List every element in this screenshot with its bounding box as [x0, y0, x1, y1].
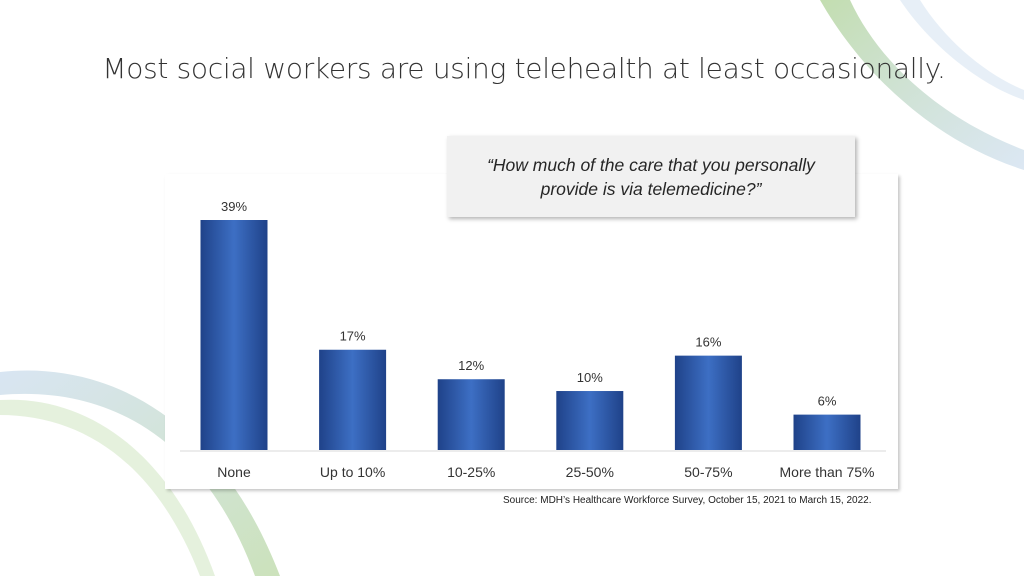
chart-frame [165, 174, 898, 489]
survey-question-box: “How much of the care that you personall… [447, 136, 855, 217]
survey-question-text: “How much of the care that you personall… [487, 154, 815, 199]
source-note: Source: MDH’s Healthcare Workforce Surve… [503, 495, 872, 506]
data-label-0: 39% [221, 199, 247, 214]
category-label-1: Up to 10% [320, 464, 385, 480]
data-label-4: 16% [695, 335, 721, 350]
category-label-5: More than 75% [780, 464, 875, 480]
bar-0 [200, 220, 268, 450]
data-label-2: 12% [458, 358, 484, 373]
category-label-3: 25-50% [566, 464, 614, 480]
category-label-0: None [217, 464, 251, 480]
slide-title: Most social workers are using telehealth… [102, 52, 946, 85]
bar-2 [437, 379, 505, 450]
bar-4 [674, 355, 742, 450]
decorative-arc-bottom-left [0, 370, 280, 576]
category-label-2: 10-25% [447, 464, 495, 480]
data-label-1: 17% [340, 329, 366, 344]
decorative-arc-top-right [820, 0, 1024, 170]
bar-5 [793, 414, 861, 450]
category-label-4: 50-75% [684, 464, 732, 480]
bar-3 [556, 391, 624, 450]
data-label-5: 6% [818, 394, 837, 409]
bar-1 [319, 349, 387, 450]
data-label-3: 10% [577, 370, 603, 385]
